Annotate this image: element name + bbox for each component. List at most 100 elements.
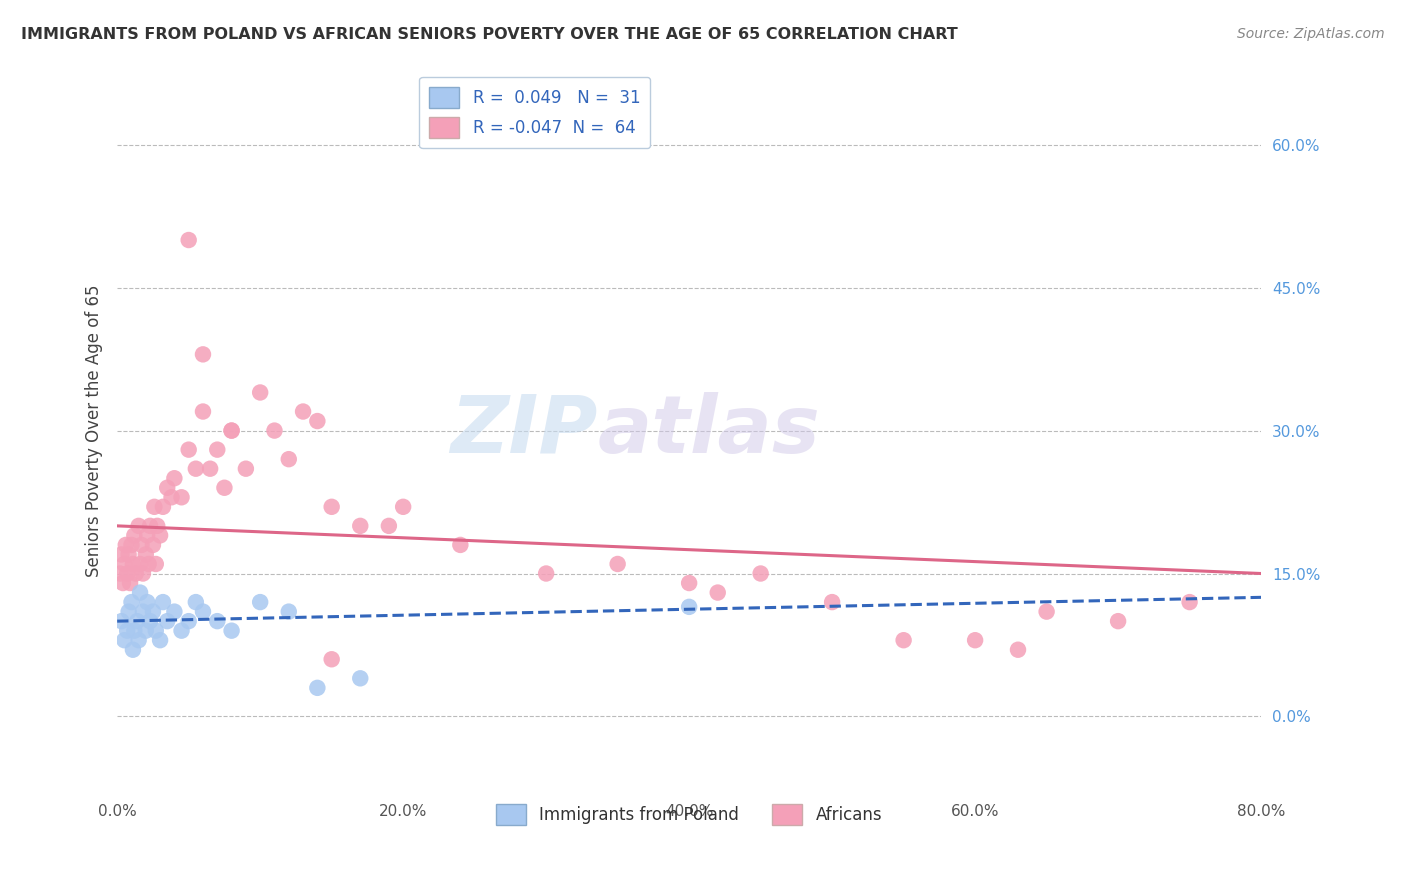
Point [177,614,200,628]
Point [120,576,142,591]
Point [965,633,987,648]
Point [277,605,299,619]
Point [207,614,229,628]
Point [249,595,271,609]
Point [129,585,152,599]
Point [112,633,135,648]
Point [125,566,148,581]
Point [145,557,167,571]
Point [142,605,165,619]
Point [307,681,329,695]
Point [170,490,193,504]
Point [221,624,243,638]
Point [128,633,150,648]
Point [139,519,162,533]
Point [149,528,172,542]
Point [132,605,155,619]
Text: Source: ZipAtlas.com: Source: ZipAtlas.com [1237,27,1385,41]
Point [124,624,146,638]
Point [191,347,214,361]
Point [1107,614,1129,628]
Point [143,500,166,514]
Point [132,566,155,581]
Point [135,624,157,638]
Point [307,414,329,428]
Point [110,548,132,562]
Point [110,614,132,628]
Point [145,624,167,638]
Text: ZIP: ZIP [450,392,598,469]
Point [163,605,186,619]
Point [114,538,136,552]
Point [136,595,159,609]
Text: IMMIGRANTS FROM POLAND VS AFRICAN SENIORS POVERTY OVER THE AGE OF 65 CORRELATION: IMMIGRANTS FROM POLAND VS AFRICAN SENIOR… [21,27,957,42]
Point [149,633,172,648]
Point [1035,605,1057,619]
Point [128,519,150,533]
Point [146,519,169,533]
Point [749,566,772,581]
Point [177,233,200,247]
Point [214,481,236,495]
Point [184,595,207,609]
Point [221,424,243,438]
Point [136,528,159,542]
Y-axis label: Seniors Poverty Over the Age of 65: Seniors Poverty Over the Age of 65 [86,285,103,577]
Text: atlas: atlas [598,392,820,469]
Point [606,557,628,571]
Point [349,671,371,685]
Point [108,566,131,581]
Point [127,614,149,628]
Point [678,599,700,614]
Point [235,461,257,475]
Point [121,595,143,609]
Point [534,566,557,581]
Point [135,548,157,562]
Point [115,624,138,638]
Point [115,566,138,581]
Point [124,528,146,542]
Point [893,633,915,648]
Point [277,452,299,467]
Point [129,557,152,571]
Point [117,548,139,562]
Point [121,538,143,552]
Point [263,424,285,438]
Point [392,500,415,514]
Point [184,461,207,475]
Point [321,652,343,666]
Point [160,490,183,504]
Point [191,605,214,619]
Point [207,442,229,457]
Point [221,424,243,438]
Point [177,442,200,457]
Point [198,461,221,475]
Point [138,557,160,571]
Point [349,519,371,533]
Point [191,404,214,418]
Point [142,538,165,552]
Legend: Immigrants from Poland, Africans: Immigrants from Poland, Africans [486,794,893,835]
Point [249,385,271,400]
Point [131,538,153,552]
Point [321,500,343,514]
Point [156,481,179,495]
Point [292,404,315,418]
Point [170,624,193,638]
Point [706,585,728,599]
Point [163,471,186,485]
Point [378,519,401,533]
Point [152,595,174,609]
Point [111,576,134,591]
Point [139,614,162,628]
Point [112,557,135,571]
Point [122,642,145,657]
Point [678,576,700,591]
Point [449,538,471,552]
Point [117,605,139,619]
Point [152,500,174,514]
Point [156,614,179,628]
Point [821,595,844,609]
Point [1178,595,1201,609]
Point [1007,642,1029,657]
